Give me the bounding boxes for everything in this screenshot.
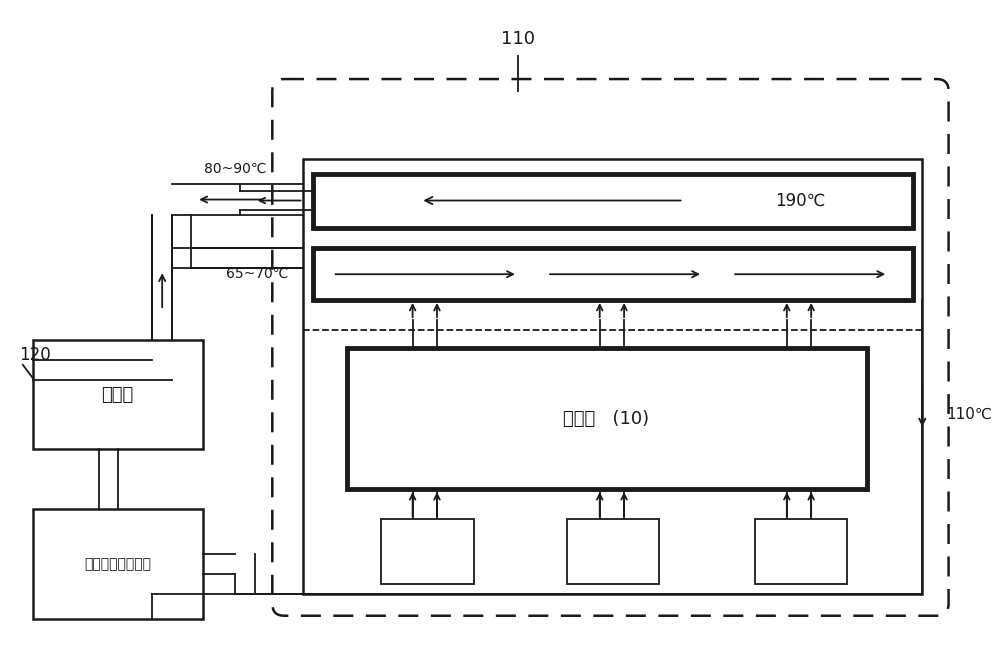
Bar — [313, 248, 913, 300]
Bar — [33, 340, 203, 450]
Bar — [381, 519, 474, 584]
Text: 110℃: 110℃ — [947, 407, 993, 422]
Text: 65~70℃: 65~70℃ — [226, 267, 289, 281]
Bar — [567, 519, 659, 584]
Text: 回流炉   (10): 回流炉 (10) — [563, 410, 650, 428]
Bar — [303, 159, 922, 594]
Text: 冷凝器: 冷凝器 — [101, 386, 133, 404]
Bar — [347, 348, 867, 489]
Text: 80~90℃: 80~90℃ — [204, 162, 267, 176]
Bar — [313, 174, 913, 229]
Bar — [33, 509, 203, 619]
Text: 120: 120 — [19, 346, 51, 364]
Text: 110: 110 — [501, 30, 535, 48]
Text: 第一空气净化装置: 第一空气净化装置 — [84, 557, 151, 571]
Text: 190℃: 190℃ — [775, 191, 826, 209]
Bar — [755, 519, 847, 584]
